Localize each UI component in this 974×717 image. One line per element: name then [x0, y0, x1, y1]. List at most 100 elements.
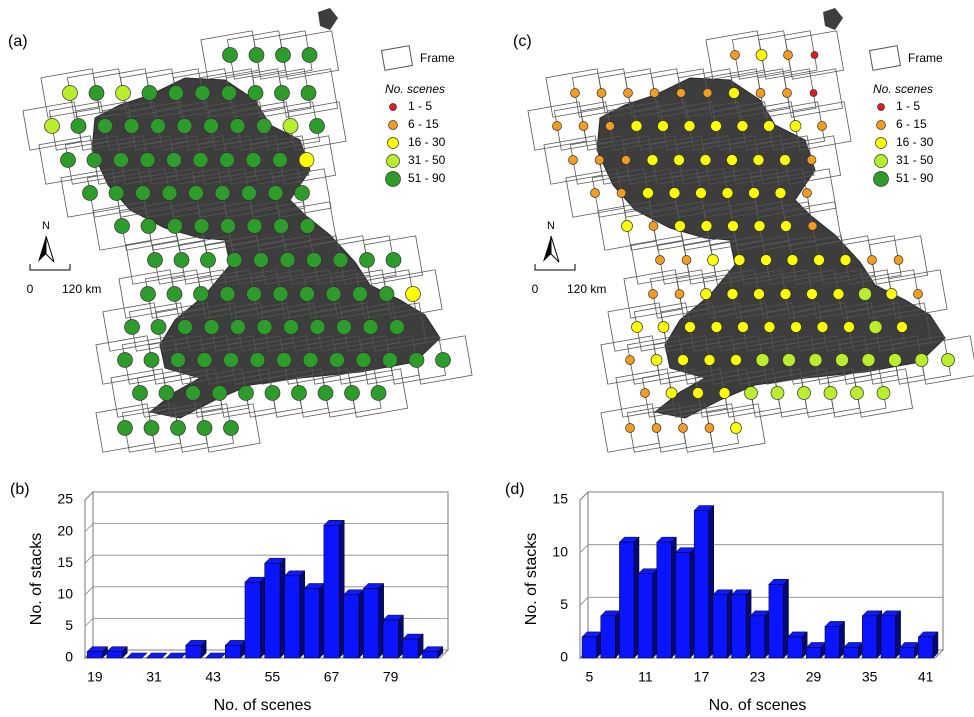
scene-dot [696, 188, 707, 199]
scene-dot [764, 322, 775, 333]
scene-dot [818, 122, 827, 131]
scene-dot [808, 222, 817, 231]
scene-dot [295, 186, 310, 201]
scene-dot [326, 287, 341, 302]
scene-dot [783, 354, 796, 367]
scene-dot [807, 289, 818, 300]
scene-dot [647, 155, 658, 166]
legend-label: 1 - 5 [408, 99, 432, 113]
scene-dot [886, 289, 897, 300]
scene-dot [833, 289, 844, 300]
scene-dot [731, 355, 742, 366]
scene-dot [727, 155, 738, 166]
scene-dot [756, 50, 767, 61]
scene-dot [247, 219, 262, 234]
scene-dot [626, 424, 635, 433]
scene-dot [242, 186, 257, 201]
scene-dot [678, 355, 689, 366]
scene-dot [591, 189, 600, 198]
scene-dot [781, 221, 792, 232]
scene-dot [195, 86, 210, 101]
scene-dot [178, 320, 193, 335]
legend-dot [386, 172, 401, 187]
scene-dot [254, 253, 269, 268]
bar [750, 616, 765, 658]
scene-dot [595, 156, 604, 165]
scene-dot [118, 353, 133, 368]
scene-dot [284, 320, 299, 335]
scene-dot [114, 153, 129, 168]
scene-dot [194, 219, 209, 234]
scene-dot [303, 353, 318, 368]
scene-dot [302, 48, 317, 63]
bar [657, 542, 672, 658]
scene-dot [204, 119, 219, 134]
scene-dot [877, 387, 890, 400]
scene-dot [553, 122, 562, 131]
scene-dot [224, 353, 239, 368]
bar [324, 525, 339, 658]
legend-label: 1 - 5 [896, 99, 920, 113]
bar [769, 584, 784, 658]
scale-bar [535, 264, 575, 270]
scene-dot [787, 255, 798, 266]
scene-dot [722, 188, 733, 199]
scene-dot [682, 256, 691, 265]
bar [284, 576, 299, 658]
scene-dot [280, 253, 295, 268]
scene-dot [807, 156, 816, 165]
scene-dot [345, 386, 360, 401]
bar [107, 652, 122, 658]
legend-label: 31 - 50 [896, 153, 934, 167]
scene-dot [914, 290, 923, 299]
scene-dot [824, 387, 837, 400]
bar [638, 574, 653, 658]
scene-dot [915, 354, 928, 367]
scene-dot [171, 421, 186, 436]
scene-dot [222, 86, 237, 101]
scene-dot [386, 253, 401, 268]
scene-dot [749, 188, 760, 199]
scene-dot [711, 121, 722, 132]
scene-dot [162, 186, 177, 201]
scene-dot [257, 119, 272, 134]
scene-dot [798, 387, 811, 400]
scene-dot [626, 356, 635, 365]
scene-dot [649, 222, 658, 231]
island [318, 8, 338, 30]
scene-dot [844, 322, 855, 333]
legend-dot [390, 104, 397, 111]
scene-dot [141, 287, 156, 302]
side-wall [85, 492, 93, 658]
bar [403, 639, 418, 658]
scene-dot [212, 386, 227, 401]
bar [732, 595, 747, 658]
x-tick-label: 19 [87, 669, 103, 685]
scene-dot [754, 289, 765, 300]
bar [844, 647, 859, 658]
scene-dot [803, 189, 812, 198]
scene-dot [784, 51, 793, 60]
scene-dot [239, 386, 254, 401]
scene-dot [675, 221, 686, 232]
scene-dot [656, 256, 665, 265]
scene-dot [301, 86, 316, 101]
scene-dot [677, 89, 686, 98]
scene-dot [731, 51, 740, 60]
x-tick-label: 55 [265, 669, 281, 685]
scene-dot [197, 421, 212, 436]
x-tick-label: 5 [585, 669, 593, 685]
scene-dot [658, 322, 669, 333]
scene-dot [708, 255, 719, 266]
scene-dot [894, 256, 903, 265]
x-tick-label: 41 [918, 669, 934, 685]
scene-dot [679, 424, 688, 433]
scene-dot [685, 322, 696, 333]
scene-dot [840, 255, 851, 266]
scene-dot [268, 186, 283, 201]
scene-dot [310, 119, 325, 134]
scene-dot [606, 122, 615, 131]
map-panel: (c)FrameNo. scenes1 - 56 - 1516 - 3031 -… [513, 8, 974, 452]
scene-dot [942, 354, 955, 367]
scene-dot [144, 421, 159, 436]
